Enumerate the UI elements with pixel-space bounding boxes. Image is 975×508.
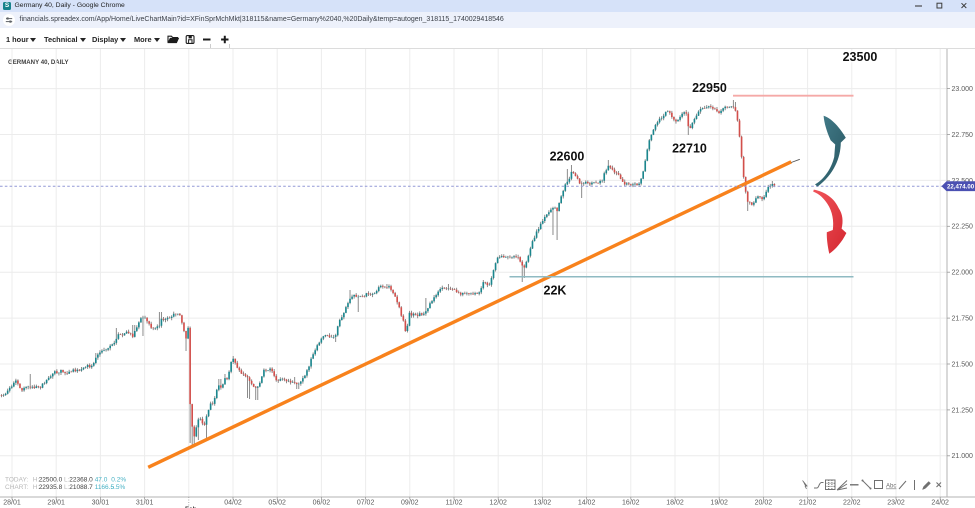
svg-text:04/02: 04/02 [224, 500, 242, 507]
svg-text:22.750: 22.750 [952, 132, 974, 139]
svg-text:28/01: 28/01 [3, 500, 21, 507]
svg-text:22K: 22K [544, 284, 567, 298]
svg-text:29/01: 29/01 [47, 500, 65, 507]
svg-text:22500.0: 22500.0 [39, 476, 63, 483]
svg-text:22.000: 22.000 [952, 270, 974, 277]
svg-text:23500: 23500 [843, 50, 878, 64]
svg-text:H:: H: [33, 484, 40, 491]
svg-text:CHART:: CHART: [5, 484, 29, 491]
svg-text:47.0: 47.0 [95, 476, 108, 483]
svg-text:30/01: 30/01 [92, 500, 110, 507]
svg-text:Abc: Abc [886, 484, 896, 490]
svg-text:22368.0: 22368.0 [69, 476, 93, 483]
svg-text:21.750: 21.750 [952, 316, 974, 323]
svg-text:H:: H: [33, 476, 40, 483]
svg-text:24/02: 24/02 [931, 500, 949, 507]
svg-text:23.000: 23.000 [952, 86, 974, 93]
svg-text:09/02: 09/02 [401, 500, 419, 507]
svg-text:16/02: 16/02 [622, 500, 640, 507]
svg-text:22710: 22710 [672, 142, 707, 156]
svg-text:21/02: 21/02 [799, 500, 817, 507]
svg-text:19/02: 19/02 [710, 500, 728, 507]
svg-text:23/02: 23/02 [887, 500, 905, 507]
svg-text:0.2%: 0.2% [111, 476, 126, 483]
svg-text:22950: 22950 [692, 81, 727, 95]
svg-text:TODAY:: TODAY: [5, 476, 28, 483]
svg-text:22600: 22600 [550, 150, 585, 164]
svg-text:1166.5: 1166.5 [95, 484, 115, 491]
svg-text:5.5%: 5.5% [111, 484, 126, 491]
svg-text:14/02: 14/02 [578, 500, 596, 507]
svg-text:21.250: 21.250 [952, 407, 974, 414]
svg-text:06/02: 06/02 [313, 500, 331, 507]
svg-text:18/02: 18/02 [666, 500, 684, 507]
svg-text:11/02: 11/02 [446, 500, 463, 507]
svg-text:21.500: 21.500 [952, 361, 974, 368]
svg-text:13/02: 13/02 [534, 500, 552, 507]
svg-text:Feb: Feb [185, 506, 197, 508]
svg-text:21088.7: 21088.7 [69, 484, 93, 491]
svg-text:05/02: 05/02 [268, 500, 286, 507]
svg-text:22,474.00: 22,474.00 [947, 184, 975, 191]
svg-text:20/02: 20/02 [755, 500, 773, 507]
svg-text:31/01: 31/01 [136, 500, 154, 507]
svg-text:07/02: 07/02 [357, 500, 375, 507]
svg-text:21.000: 21.000 [952, 453, 974, 460]
svg-text:L:: L: [64, 476, 70, 483]
svg-text:L:: L: [64, 484, 70, 491]
svg-text:22.250: 22.250 [952, 224, 974, 231]
svg-text:22935.8: 22935.8 [39, 484, 63, 491]
svg-text:12/02: 12/02 [489, 500, 507, 507]
svg-text:22/02: 22/02 [843, 500, 861, 507]
